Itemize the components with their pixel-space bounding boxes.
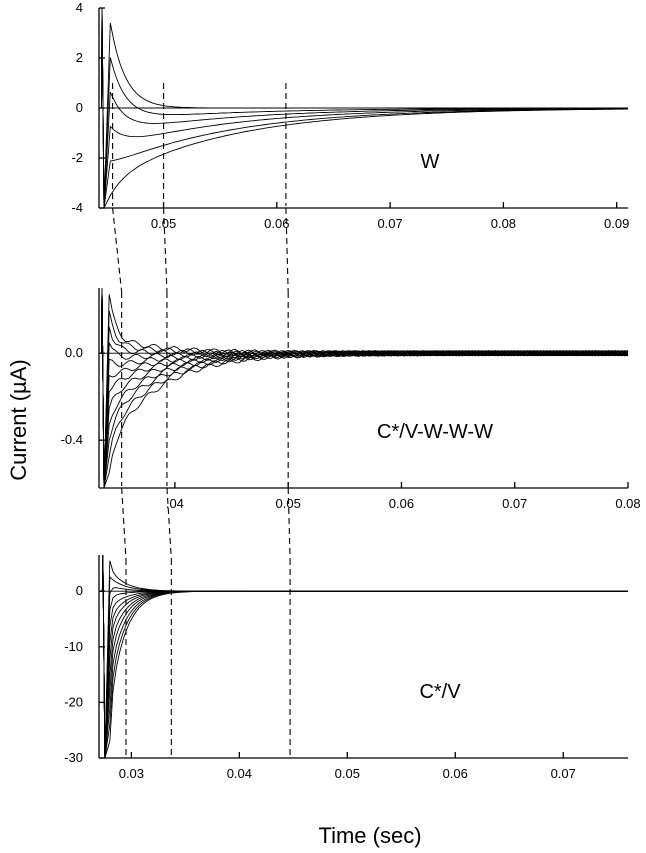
inter-panel-dashed-connectors — [112, 207, 291, 560]
dashed-connector — [121, 487, 127, 560]
panel-w: 0.05 0.06 0.07 0.08 0.09 4 2 0 -2 -4 W — [71, 0, 629, 231]
panel-cv-trace — [99, 554, 628, 759]
dashed-connector — [166, 487, 172, 560]
panel-cvwww: .04 0.05 0.06 0.07 0.080.0-0.4 C*/V-W-W-W — [61, 287, 641, 511]
panel-w-label: W — [421, 151, 440, 173]
panel-cv-xtick-label: 0.03 — [119, 766, 144, 781]
panel-w-ticks: 0.05 0.06 0.07 0.08 0.09 4 2 0 -2 -4 — [71, 0, 629, 231]
panel-w-xtick-label: 0.08 — [491, 216, 516, 231]
panel-w-traces — [99, 7, 628, 209]
panel-cv-ticks: 0.03 0.04 0.05 0.06 0.07 0 -10 -20 -30 — [64, 583, 576, 781]
panel-cvwww-trace — [99, 287, 629, 489]
panel-w-dashed-markers — [112, 83, 287, 206]
panel-cv-trace — [99, 554, 628, 759]
dashed-connector — [163, 207, 168, 293]
panel-cvwww-trace — [99, 287, 629, 489]
panel-w-ytick-label: -4 — [71, 200, 83, 215]
panel-w-ytick-label: -2 — [71, 150, 83, 165]
panel-cv-trace — [99, 554, 628, 759]
panel-cv-trace — [99, 554, 628, 759]
panel-cvwww-trace — [99, 287, 629, 489]
panel-cv-trace — [99, 554, 628, 759]
panel-cv-xtick-label: 0.04 — [227, 766, 252, 781]
panel-cvwww-label: C*/V-W-W-W — [377, 421, 493, 443]
dashed-connector — [112, 207, 123, 293]
panel-cv-trace — [99, 554, 628, 759]
panel-cvwww-ytick-label: -0.4 — [61, 432, 83, 447]
panel-w-ytick-label: 0 — [76, 100, 83, 115]
panel-cvwww-trace — [99, 287, 629, 489]
panel-cv-ytick-label: -10 — [64, 639, 83, 654]
panel-cvwww-xtick-label: 0.07 — [502, 496, 527, 511]
panel-w-xtick-label: 0.06 — [264, 216, 289, 231]
panel-cvwww-trace — [99, 287, 629, 489]
panel-cvwww-xtick-label: 0.06 — [389, 496, 414, 511]
panel-cv-ytick-label: 0 — [76, 583, 83, 598]
panel-cv-ytick-label: -30 — [64, 750, 83, 765]
panel-cvwww-trace — [99, 287, 629, 489]
panel-cv-ytick-label: -20 — [64, 694, 83, 709]
panel-cv-trace — [99, 554, 628, 759]
panel-cv-xtick-label: 0.07 — [551, 766, 576, 781]
panel-cvwww-ytick-label: 0.0 — [65, 345, 83, 360]
panel-w-xtick-label: 0.05 — [151, 216, 176, 231]
panel-w-xtick-label: 0.09 — [604, 216, 629, 231]
panel-cv-xtick-label: 0.06 — [443, 766, 468, 781]
panel-cvwww-xtick-label: .04 — [166, 496, 184, 511]
panel-cvwww-trace — [99, 287, 629, 489]
panel-cvwww-dashed-markers — [121, 292, 289, 486]
dashed-connector — [285, 207, 289, 293]
panel-cv-trace — [99, 554, 628, 759]
panel-cvwww-trace — [99, 287, 629, 489]
panel-cv-label: C*/V — [419, 681, 461, 703]
panel-w-ytick-label: 2 — [76, 50, 83, 65]
panel-cv-xtick-label: 0.05 — [335, 766, 360, 781]
panel-cv-trace — [99, 554, 628, 759]
panel-cv-dashed-markers — [125, 559, 291, 756]
panel-cv-trace — [99, 554, 628, 759]
panel-cvwww-trace — [99, 287, 629, 489]
panel-cvwww-xtick-label: 0.08 — [615, 496, 640, 511]
panel-cvwww-trace — [99, 287, 629, 489]
panel-w-trace — [99, 7, 628, 209]
panel-w-trace — [99, 7, 628, 209]
panel-cvwww-traces — [99, 287, 629, 489]
panel-cvwww-trace — [99, 287, 629, 489]
panel-cvwww-ticks: .04 0.05 0.06 0.07 0.080.0-0.4 — [61, 345, 641, 511]
panel-w-ytick-label: 4 — [76, 0, 83, 15]
x-axis-title: Time (sec) — [318, 823, 421, 848]
panel-cv: 0.03 0.04 0.05 0.06 0.07 0 -10 -20 -30 C*/V — [64, 554, 628, 781]
panel-w-xtick-label: 0.07 — [377, 216, 402, 231]
panel-cv-trace — [99, 554, 628, 759]
panel-cv-trace — [99, 554, 628, 759]
panel-w-trace — [99, 7, 628, 209]
panel-cvwww-trace — [99, 287, 629, 489]
dashed-connector — [287, 487, 291, 560]
panel-cv-traces — [99, 554, 628, 759]
y-axis-title: Current (µA) — [6, 359, 31, 480]
